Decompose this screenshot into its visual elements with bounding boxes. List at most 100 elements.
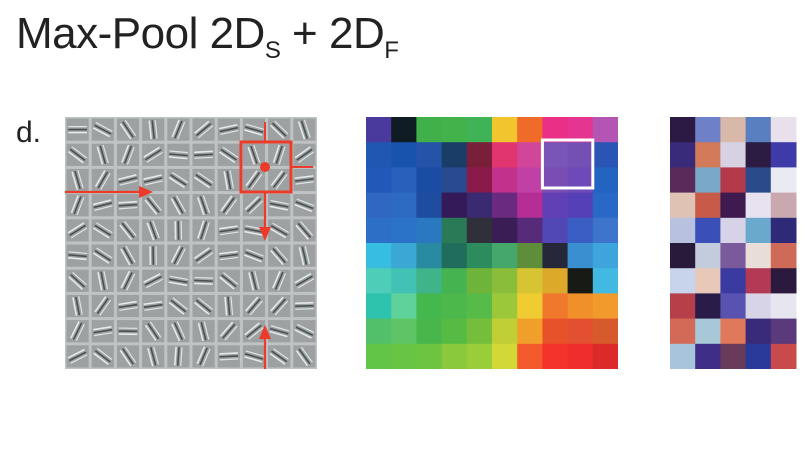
filter-cell [116,244,140,267]
highlight-box [540,138,595,190]
color-map-cell [366,117,392,143]
filter-cell [242,219,266,242]
color-map-cell [441,243,468,269]
color-map-cell [391,167,417,194]
color-map-cell [492,268,518,294]
filter-cell [293,320,316,343]
color-map-cell [567,343,594,369]
filter-cell [116,294,140,318]
color-map-cell [592,268,618,294]
random-map-cell [695,343,721,369]
color-map-cell [567,142,594,168]
filter-cell [242,294,266,318]
random-map-cell [720,167,747,194]
filter-cell [167,320,190,343]
filter-cell [192,168,215,192]
random-map-cell [720,268,747,294]
color-map-cell [391,268,417,294]
color-map-cell [366,142,392,168]
color-map-cell [492,343,518,369]
color-map-cell [391,243,417,269]
random-map-cell [770,293,797,320]
filter-cell [91,143,114,166]
filter-cell [217,168,240,192]
color-map-cell [466,318,493,345]
random-map-cell [745,343,772,369]
random-map-cell [770,268,797,294]
color-map-cell [416,268,443,294]
random-map-cell [670,268,696,294]
random-map-cell [695,243,721,269]
filter-cell [268,244,291,267]
filter-cell [242,143,266,166]
random-map-cell [670,192,696,219]
filter-cell [217,143,240,166]
color-map-cell [391,293,417,320]
filter-cell [268,168,291,192]
color-map-cell [492,243,518,269]
color-map-cell [517,243,543,269]
filter-cell [167,219,190,242]
color-map-cell [592,318,618,345]
filter-cell [268,294,291,318]
color-map-cell [492,142,518,168]
filter-cell [116,168,140,192]
filter-cell [142,168,165,192]
color-map-cell [567,293,594,320]
filter-cell [268,194,291,217]
color-map-cell [441,293,468,320]
color-map-cell [391,318,417,345]
filter-cell [91,294,114,318]
color-map-cell [366,268,392,294]
color-map-cell [492,293,518,320]
color-map-cell [492,318,518,345]
filter-cell [142,320,165,343]
filter-cell [293,219,316,242]
filter-cell [217,219,240,242]
color-map-cell [441,343,468,369]
color-map-cell [416,217,443,244]
color-map-cell [517,117,543,143]
random-map-cell [770,192,797,219]
random-map-cell [745,268,772,294]
color-map-cell [542,243,569,269]
color-map-cell [466,117,493,143]
random-map-cell [770,117,797,143]
color-map-cell [366,293,392,320]
filter-cell [293,168,316,192]
color-map-cell [466,268,493,294]
filter-cell [66,168,89,192]
random-map-cell [745,243,772,269]
filter-cell [217,118,240,141]
filter-cell [91,219,114,242]
color-map-cell [466,142,493,168]
filter-cell [217,320,240,343]
random-map-cell [770,343,797,369]
random-map-cell [745,318,772,345]
color-map-cell [542,217,569,244]
color-map-cell [567,318,594,345]
filter-cell [192,118,215,141]
filter-cell [116,219,140,242]
color-map-cell [466,293,493,320]
filter-cell [242,345,266,368]
random-map-cell [745,217,772,244]
random-map-cell [720,343,747,369]
random-map-cell [745,293,772,320]
color-map-cell [391,142,417,168]
filter-cell [66,118,89,141]
filter-cell [91,345,114,368]
color-map-cell [466,192,493,219]
filter-cell [116,194,140,217]
filter-cell [293,194,316,217]
color-map-cell [416,192,443,219]
filter-cell [242,269,266,292]
filter-cell [242,194,266,217]
filter-cell [268,118,291,141]
filter-cell [217,269,240,292]
filter-cell [91,269,114,292]
filter-cell [91,320,114,343]
color-map-cell [416,167,443,194]
filter-cell [167,168,190,192]
color-map-cell [542,318,569,345]
